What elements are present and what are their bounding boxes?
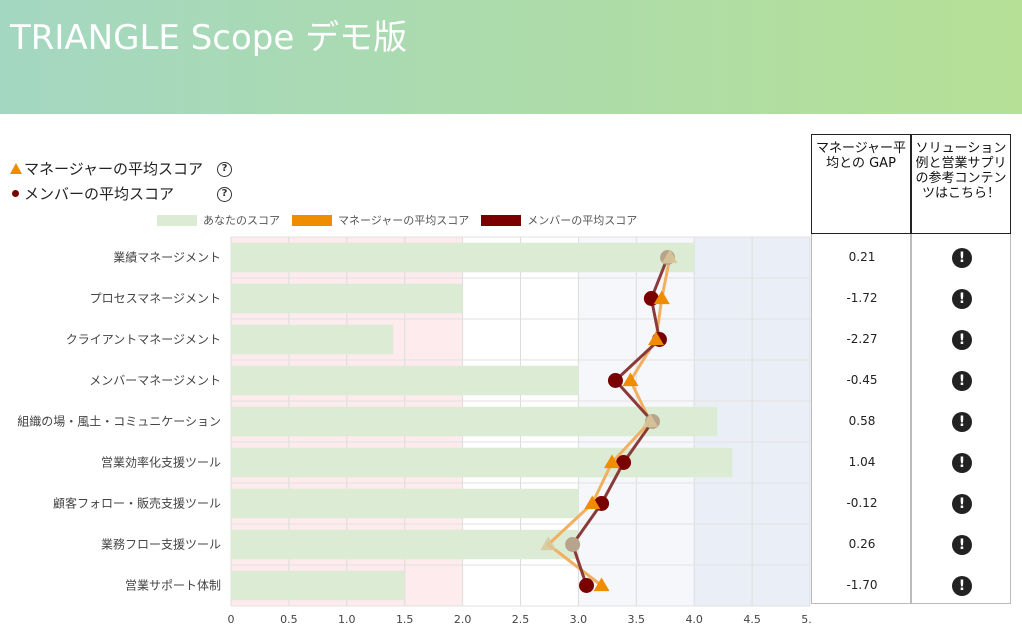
- gap-header: マネージャー平均との GAP: [811, 134, 911, 234]
- triangle-icon: [10, 163, 22, 174]
- score-bar: [231, 406, 718, 437]
- solution-info-icon[interactable]: !: [952, 247, 972, 268]
- member-point: [616, 455, 632, 470]
- solution-info-icon[interactable]: !: [952, 370, 972, 391]
- score-bar: [231, 242, 695, 273]
- x-tick-label: 2.0: [454, 613, 472, 626]
- category-label: 業務フロー支援ツール: [101, 538, 221, 552]
- solution-info-icon[interactable]: !: [952, 534, 972, 555]
- circle-icon: [12, 190, 19, 197]
- member-point: [607, 373, 623, 388]
- manager-point: [603, 454, 620, 469]
- member-point: [579, 578, 595, 593]
- legend-member: メンバーの平均スコア: [527, 214, 638, 227]
- member-help-icon[interactable]: ?: [217, 187, 232, 202]
- category-label: メンバーマネージメント: [89, 374, 221, 388]
- score-bar: [231, 324, 394, 355]
- category-label: 組織の場・風土・コミュニケーション: [17, 415, 221, 429]
- x-tick-label: 0.5: [280, 613, 298, 626]
- legend-manager: マネージャーの平均スコア: [338, 214, 470, 227]
- gap-value: 0.26: [848, 536, 876, 551]
- x-tick-label: 4.5: [743, 613, 761, 626]
- gap-value: -0.45: [846, 372, 878, 387]
- manager-legend-note: マネージャーの平均スコア: [10, 158, 203, 179]
- member-legend-note: メンバーの平均スコア: [10, 183, 174, 204]
- category-label: 業績マネージメント: [113, 251, 221, 265]
- score-bar: [231, 570, 405, 601]
- x-tick-label: 3.0: [570, 613, 588, 626]
- gap-value: -1.70: [846, 577, 878, 592]
- solution-body: !!!!!!!!!: [911, 234, 1011, 604]
- gap-column: マネージャー平均との GAP 0.21 -1.72 -2.27 -0.45 0.58 1.…: [811, 134, 911, 604]
- score-bar: [231, 529, 579, 560]
- gap-value: 0.58: [848, 413, 876, 428]
- member-point: [565, 537, 581, 552]
- legend-your-score: あなたのスコア: [203, 214, 280, 227]
- solution-info-icon[interactable]: !: [952, 452, 972, 473]
- member-legend-label: メンバーの平均スコア: [24, 185, 175, 203]
- gap-value: -2.27: [846, 331, 878, 346]
- manager-point: [653, 290, 670, 305]
- x-tick-label: 3.5: [628, 613, 646, 626]
- solution-info-icon[interactable]: !: [952, 493, 972, 514]
- score-bar: [231, 365, 579, 396]
- x-tick-label: 2.5: [512, 613, 530, 626]
- solution-info-icon[interactable]: !: [952, 329, 972, 350]
- category-label: クライアントマネージメント: [66, 333, 221, 347]
- score-bar: [231, 283, 463, 314]
- solution-header: ソリューション例と営業サプリの参考コンテンツはこちら！: [911, 134, 1011, 234]
- x-tick-label: 1.0: [338, 613, 356, 626]
- solution-info-icon[interactable]: !: [952, 288, 972, 309]
- manager-point: [584, 495, 601, 510]
- manager-legend-label: マネージャーの平均スコア: [24, 160, 203, 178]
- manager-point: [540, 536, 557, 551]
- manager-point: [642, 413, 659, 428]
- gap-body: 0.21 -1.72 -2.27 -0.45 0.58 1.04 -0.12 0.26 -1.7…: [811, 234, 911, 604]
- manager-point: [647, 331, 664, 346]
- chart-legend: あなたのスコア マネージャーの平均スコア メンバーの平均スコア: [157, 212, 637, 228]
- member-swatch: [481, 214, 522, 226]
- manager-swatch: [292, 214, 332, 226]
- x-tick-label: 4.0: [685, 613, 703, 626]
- category-label: 営業効率化支援ツール: [101, 455, 221, 470]
- x-tick-label: 5.0: [801, 613, 811, 626]
- gap-value: 1.04: [848, 454, 876, 469]
- category-label: 顧客フォロー・販売支援ツール: [53, 496, 221, 511]
- manager-point: [593, 577, 610, 592]
- your-score-swatch: [157, 214, 197, 226]
- gap-value: -1.72: [846, 290, 878, 305]
- score-bar: [231, 488, 579, 519]
- gap-value: -0.12: [846, 495, 878, 510]
- x-tick-label: 1.5: [396, 613, 414, 626]
- x-tick-label: 0: [228, 613, 235, 626]
- score-chart: 0 0.5 1.0 1.5 2.0 2.5 3.0 3.5 4.0 4.5 5.0 業績マネージメント…: [17, 236, 811, 626]
- gap-value: 0.21: [848, 249, 876, 264]
- manager-point: [622, 372, 639, 387]
- category-label: プロセスマネージメント: [90, 292, 221, 306]
- app-title: TRIANGLE Scope デモ版: [10, 18, 408, 58]
- category-label: 営業サポート体制: [125, 579, 221, 593]
- score-bar: [231, 447, 733, 478]
- manager-point: [661, 249, 678, 264]
- manager-help-icon[interactable]: ?: [217, 162, 232, 177]
- solution-info-icon[interactable]: !: [952, 411, 972, 432]
- solution-info-icon[interactable]: !: [952, 575, 972, 596]
- solution-column: ソリューション例と営業サプリの参考コンテンツはこちら！ !!!!!!!!!: [911, 134, 1011, 604]
- app-header: TRIANGLE Scope デモ版: [0, 0, 1022, 114]
